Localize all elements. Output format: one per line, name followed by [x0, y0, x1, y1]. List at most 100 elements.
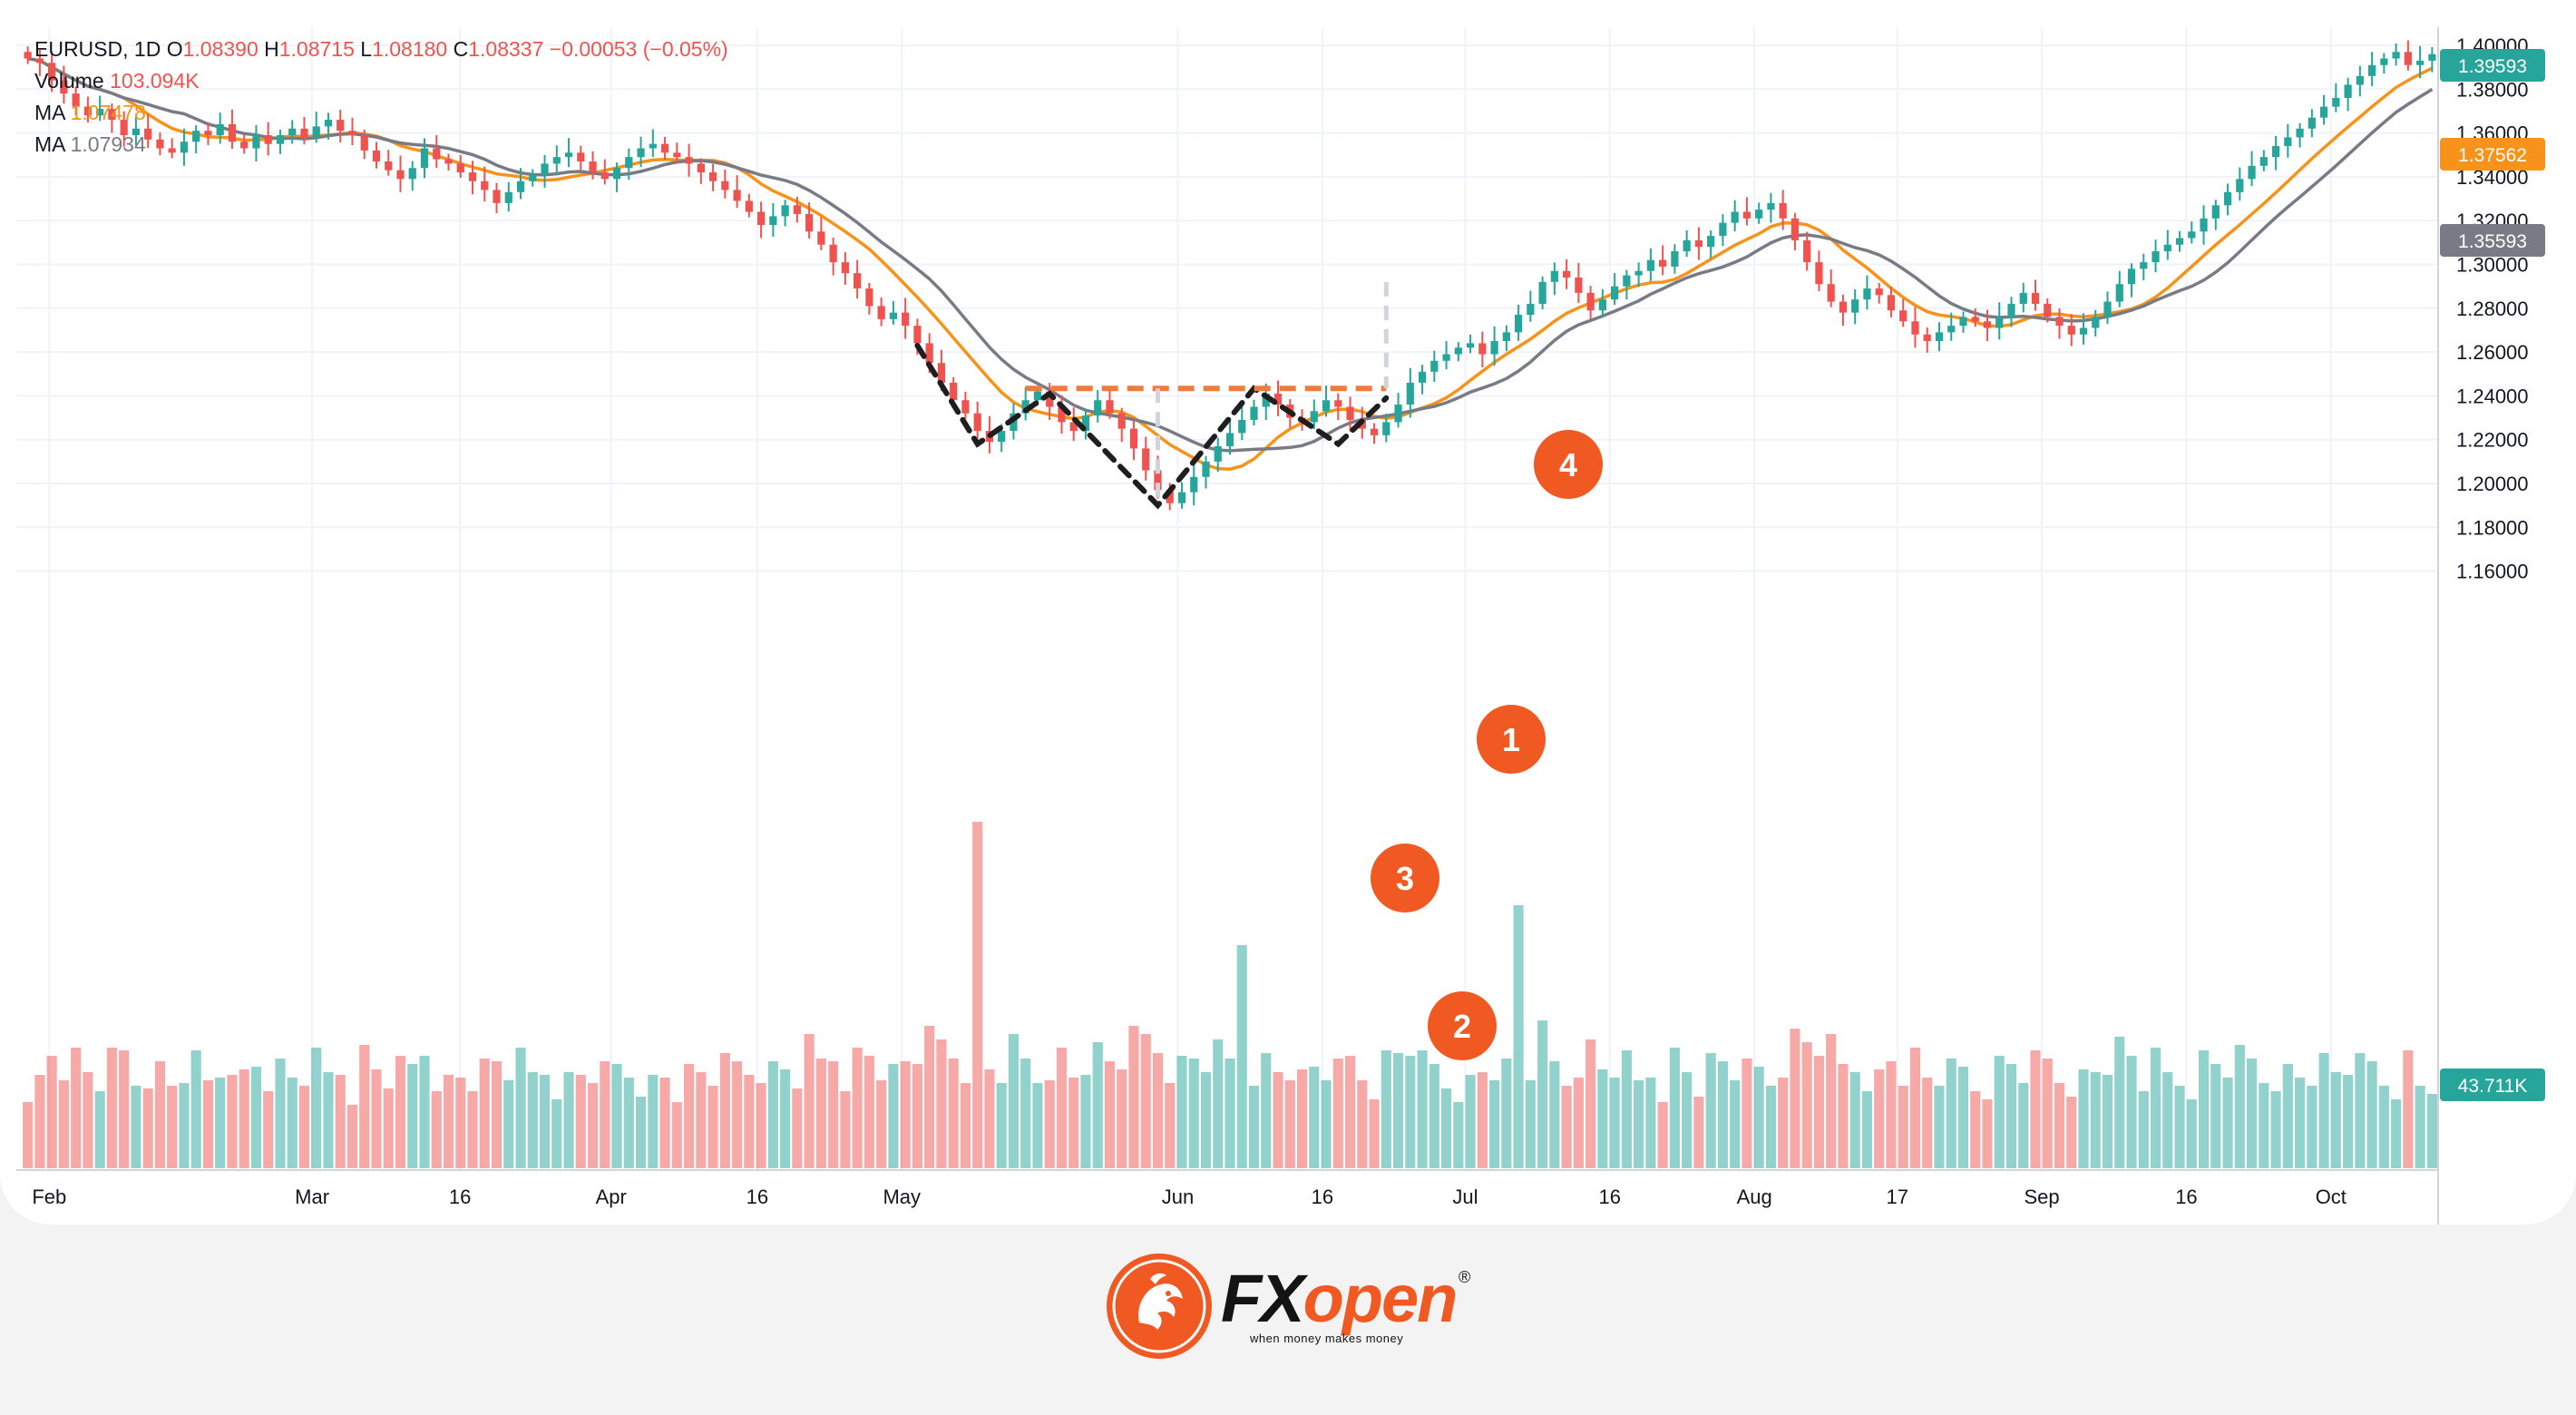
candle-body: [1779, 202, 1787, 219]
candle-body: [1129, 428, 1138, 449]
x-tick-label: 16: [2175, 1186, 2197, 1208]
volume-bar: [864, 1056, 874, 1168]
volume-bar: [1369, 1099, 1380, 1168]
candle-body: [144, 128, 152, 140]
candle-body: [1454, 347, 1462, 355]
candle-body: [2031, 292, 2040, 304]
candle-body: [1430, 360, 1439, 372]
volume-bar: [1994, 1056, 2005, 1168]
legend-ohlc-part: C: [454, 37, 469, 61]
legend-ohlc-part: EURUSD, 1D: [34, 37, 167, 61]
volume-bar: [2030, 1050, 2041, 1168]
volume-bar: [600, 1061, 610, 1168]
candle-body: [1262, 393, 1270, 407]
candle-body: [372, 150, 381, 161]
volume-bar: [2415, 1086, 2425, 1168]
y-tick-label: 1.28000: [2456, 298, 2529, 320]
annotation-marker-label: 1: [1502, 721, 1520, 758]
volume-bar: [1813, 1056, 1824, 1168]
volume-bar: [780, 1069, 791, 1168]
brand-wordmark: FXopen: [1221, 1263, 1458, 1335]
volume-bar: [1296, 1069, 1308, 1168]
candle-body: [841, 262, 849, 274]
legend-ohlc: EURUSD, 1D O1.08390 H1.08715 L1.08180 C1…: [34, 37, 728, 61]
legend-ohlc-part: H: [264, 37, 279, 61]
candle-body: [1058, 406, 1066, 423]
x-tick-label: May: [883, 1186, 921, 1208]
candle-body: [817, 231, 825, 245]
volume-bar: [684, 1064, 695, 1168]
volume-bar: [828, 1061, 839, 1168]
candle-body: [2079, 327, 2088, 335]
candle-body: [2163, 244, 2171, 252]
volume-bar: [1441, 1088, 1452, 1168]
candle-body: [337, 120, 345, 132]
volume-bar: [1152, 1053, 1164, 1168]
price-tag: [2440, 49, 2545, 82]
annotation-marker: [1477, 705, 1546, 774]
volume-bar: [359, 1045, 370, 1168]
candle-body: [288, 128, 297, 136]
volume-bar: [46, 1056, 57, 1168]
volume-bar: [1621, 1050, 1632, 1168]
candle-body: [2223, 191, 2232, 206]
candle-body: [1238, 419, 1246, 434]
volume-bar: [1405, 1056, 1416, 1168]
volume-bar: [1693, 1097, 1704, 1168]
volume-bar: [1513, 905, 1524, 1168]
volume-bar: [346, 1105, 358, 1168]
volume-bar: [948, 1059, 959, 1168]
volume-bar: [1934, 1086, 1945, 1168]
volume-bar: [648, 1075, 659, 1168]
volume-bar: [1489, 1080, 1500, 1168]
candle-body: [1394, 405, 1402, 423]
volume-bar: [2355, 1053, 2366, 1168]
candle-body: [1202, 461, 1210, 477]
candle-body: [1310, 411, 1318, 423]
candle-body: [1214, 445, 1222, 462]
candle-body: [2344, 84, 2352, 98]
candle-body: [2067, 326, 2075, 335]
candle-body: [1106, 400, 1114, 414]
volume-bar: [1248, 1086, 1260, 1168]
volume-bar: [2330, 1072, 2341, 1168]
candle-body: [805, 213, 814, 232]
legend-ohlc-part: −0.00053 (−0.05%): [550, 37, 728, 61]
annotation-marker: [1534, 430, 1603, 499]
pattern-zigzag: [914, 342, 1390, 510]
volume-bar: [94, 1091, 105, 1168]
volume-bar: [2210, 1064, 2221, 1168]
volume-bar: [202, 1080, 213, 1168]
volume-bar: [1634, 1080, 1644, 1168]
volume-bar: [431, 1091, 442, 1168]
volume-bar: [2343, 1075, 2354, 1168]
candle-body: [877, 306, 885, 319]
candle-body: [2308, 117, 2316, 129]
volume-bar: [2150, 1048, 2161, 1168]
volume-bar: [2054, 1083, 2065, 1168]
volume-bar: [1730, 1080, 1741, 1168]
volume-bar: [924, 1026, 935, 1168]
candle-body: [685, 157, 693, 164]
x-tick-label: Apr: [596, 1186, 627, 1208]
price-tag: [2440, 138, 2545, 171]
candle-body: [324, 120, 333, 127]
volume-bar: [1705, 1053, 1716, 1168]
candle-body: [529, 174, 537, 181]
volume-bar: [419, 1056, 430, 1168]
volume-bar: [142, 1088, 153, 1168]
volume-bar: [1549, 1061, 1560, 1168]
candle-body: [2319, 106, 2328, 118]
candle-body: [1971, 317, 1979, 322]
candle-body: [781, 205, 789, 217]
candle-body: [589, 161, 597, 173]
volume-bar: [1838, 1064, 1849, 1168]
volume-bar: [2366, 1061, 2377, 1168]
volume-bar: [1104, 1061, 1116, 1168]
candle-body: [2392, 52, 2400, 59]
candle-body: [192, 131, 200, 142]
candle-body: [1490, 341, 1498, 355]
volume-bar: [1682, 1072, 1693, 1168]
volume-bar: [1261, 1053, 1272, 1168]
